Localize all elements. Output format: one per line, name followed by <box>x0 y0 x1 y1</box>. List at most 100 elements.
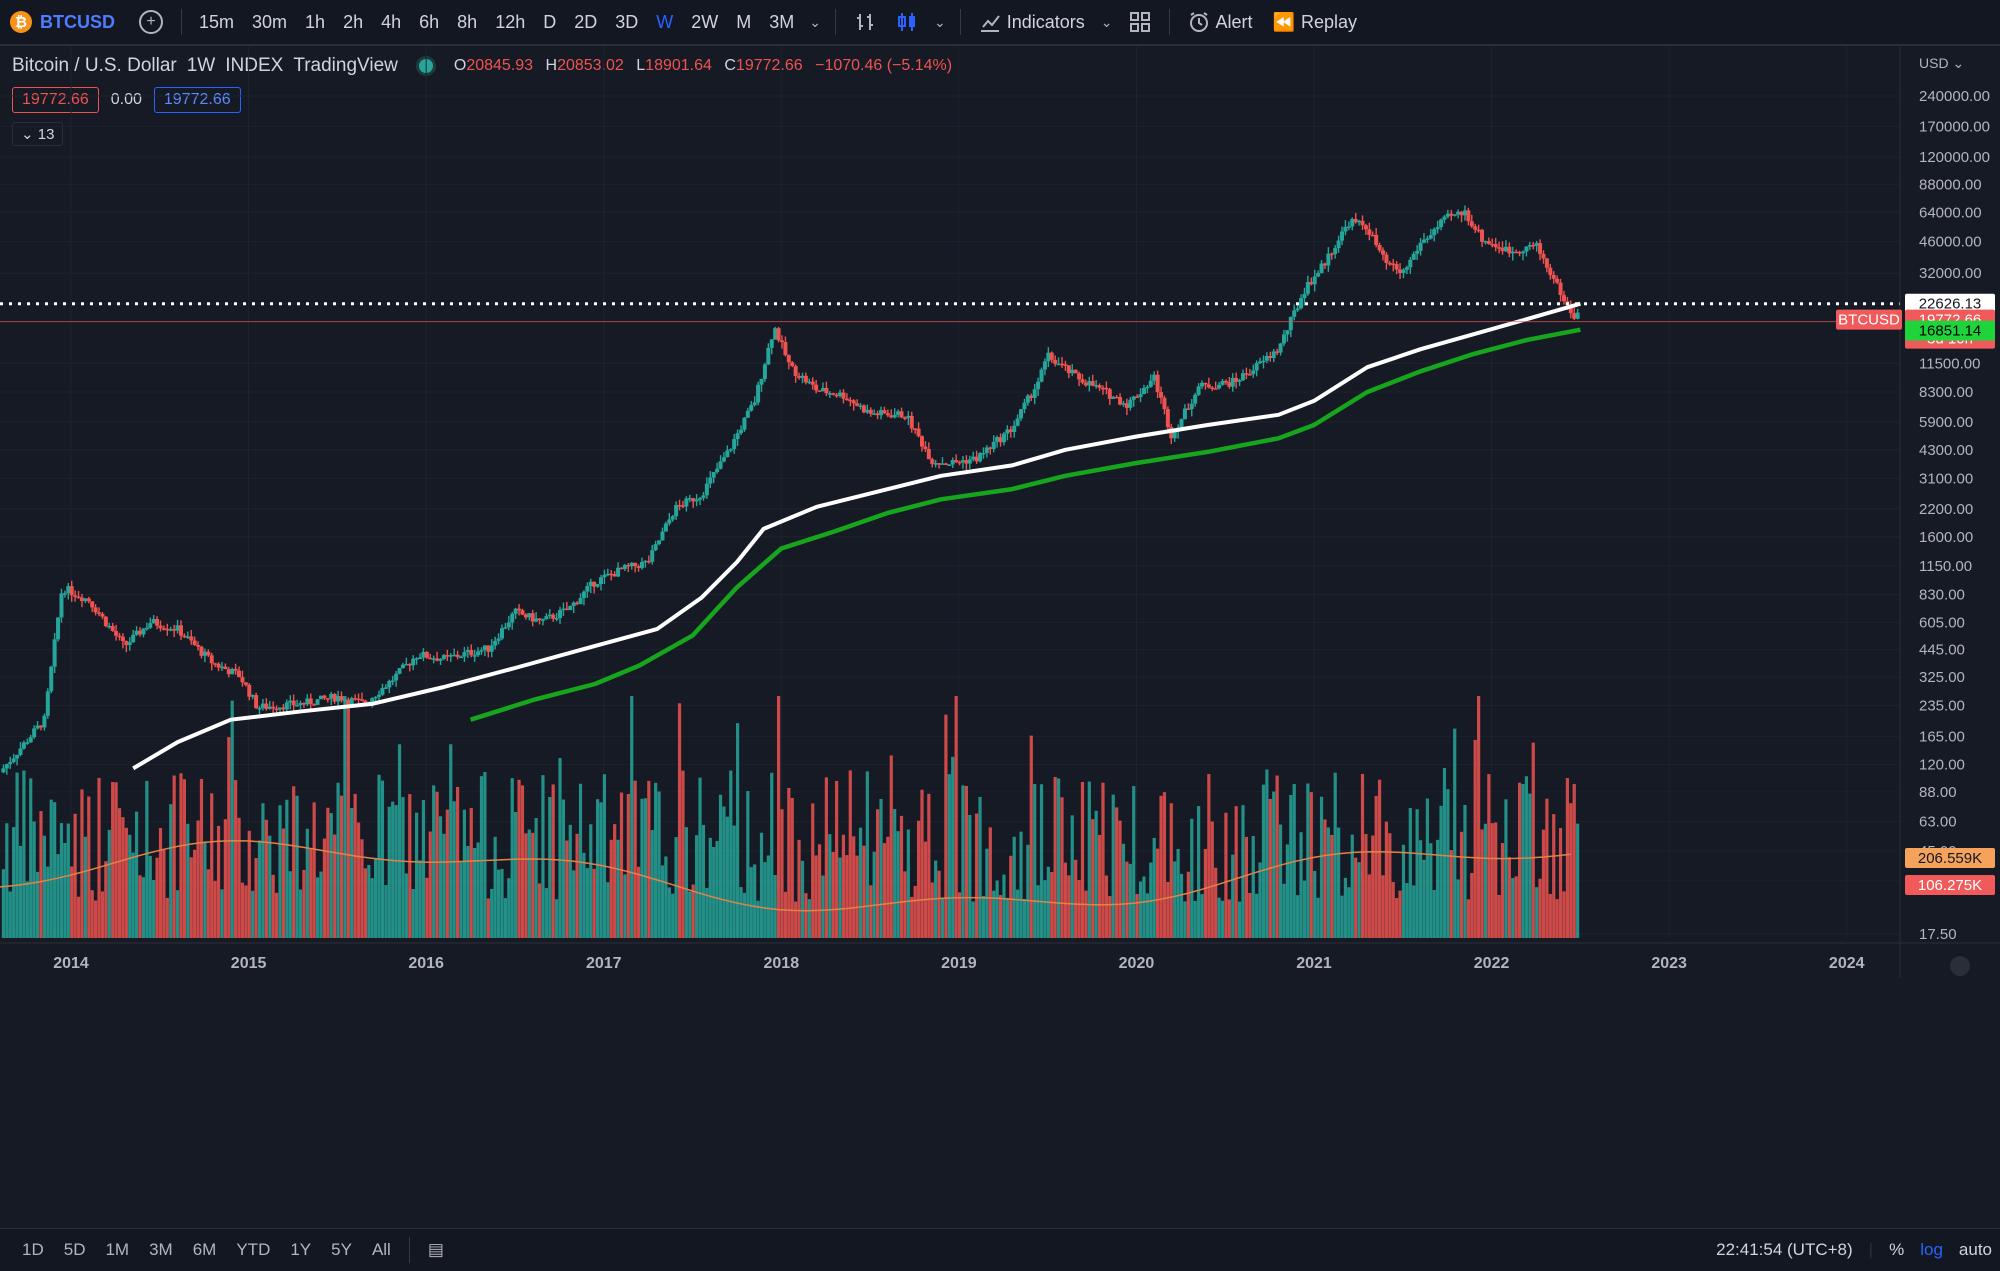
percent-toggle[interactable]: % <box>1889 1240 1905 1259</box>
range-5y[interactable]: 5Y <box>331 1240 352 1259</box>
range-1d[interactable]: 1D <box>22 1240 44 1259</box>
legend-title[interactable]: Bitcoin / U.S. Dollar <box>12 55 177 76</box>
volume-bar <box>1398 890 1402 938</box>
layout-button[interactable] <box>1119 11 1161 33</box>
interval-12h[interactable]: 12h <box>495 11 526 32</box>
chart-type-chevron-icon[interactable]: ⌄ <box>934 13 946 30</box>
volume-bar <box>1132 786 1136 938</box>
candle-body <box>28 737 33 743</box>
candle-body <box>1421 239 1426 243</box>
interval-8h[interactable]: 8h <box>457 11 478 32</box>
volume-bar <box>210 793 214 938</box>
interval-15m[interactable]: 15m <box>199 11 235 32</box>
price-chart[interactable]: USD ⌄ 240000.00 170000.00 120000.00 88000.00… <box>0 46 2000 1228</box>
candle-body <box>438 658 443 661</box>
volume-bar <box>920 789 924 938</box>
candle-body <box>1012 425 1017 432</box>
volume-bar <box>1258 862 1262 938</box>
candle-body <box>517 608 522 611</box>
volume-bar <box>415 812 419 938</box>
interval-2d[interactable]: 2D <box>574 11 598 32</box>
candles-style-button[interactable] <box>886 11 928 33</box>
interval-m[interactable]: M <box>736 11 752 32</box>
volume-bar <box>824 777 828 938</box>
green-ma-line <box>469 327 1581 722</box>
candle-body <box>547 614 552 617</box>
price-tick-label: 235.00 <box>1919 698 1965 715</box>
range-6m[interactable]: 6M <box>192 1240 217 1259</box>
interval-1h[interactable]: 1h <box>305 11 326 32</box>
volume-bar <box>1060 797 1064 938</box>
interval-3d[interactable]: 3D <box>615 11 639 32</box>
clock-time[interactable]: 22:41:54 (UTC+8) <box>1716 1240 1853 1259</box>
candle-body <box>978 453 983 462</box>
range-ytd[interactable]: YTD <box>236 1240 271 1259</box>
candle-body <box>1456 211 1461 215</box>
sell-price[interactable]: 19772.66 <box>12 87 99 113</box>
candle-body <box>1172 431 1177 439</box>
indicators-chevron-icon[interactable]: ⌄ <box>1100 13 1113 30</box>
interval-3m[interactable]: 3M <box>769 11 795 32</box>
candle-body <box>807 381 812 384</box>
volume-bar <box>1156 848 1160 938</box>
interval-6h[interactable]: 6h <box>419 11 440 32</box>
volume-bar <box>937 870 941 938</box>
log-toggle[interactable]: log <box>1920 1240 1943 1259</box>
candle-body <box>1227 382 1232 387</box>
interval-dropdown-chevron-icon[interactable]: ⌄ <box>809 13 822 30</box>
range-5d[interactable]: 5D <box>63 1240 86 1259</box>
candle-body <box>1544 258 1549 268</box>
volume-ma-label: 206.559K <box>1918 850 1982 867</box>
alert-button[interactable]: Alert <box>1178 11 1263 33</box>
range-all[interactable]: All <box>371 1240 391 1259</box>
candle-body <box>605 573 610 576</box>
candle-body <box>4 764 9 769</box>
candle-body <box>1548 267 1553 275</box>
date-range-icon[interactable]: ▤ <box>427 1240 444 1259</box>
volume-bar <box>862 845 866 938</box>
candle-body <box>407 663 412 666</box>
candle-body <box>520 610 525 615</box>
candle-body <box>568 605 573 611</box>
range-3m[interactable]: 3M <box>149 1240 173 1259</box>
symbol-search[interactable]: ₿ BTCUSD <box>0 11 129 33</box>
interval-4h[interactable]: 4h <box>381 11 402 32</box>
price-tick-label: 240000.00 <box>1919 88 1990 105</box>
replay-button[interactable]: ⏪ Replay <box>1263 12 1367 33</box>
candle-body <box>1299 298 1304 309</box>
volume-bar <box>42 835 46 938</box>
volume-bar <box>681 770 685 938</box>
buy-price[interactable]: 19772.66 <box>153 87 241 113</box>
volume-bar <box>609 839 613 938</box>
range-1m[interactable]: 1M <box>105 1240 130 1259</box>
interval-d[interactable]: D <box>543 11 557 32</box>
volume-bar <box>32 821 36 938</box>
candle-body <box>551 614 556 619</box>
candle-body <box>260 703 265 709</box>
compare-add-icon[interactable]: + <box>139 10 163 34</box>
interval-2w[interactable]: 2W <box>691 11 719 32</box>
volume-bar <box>800 860 805 938</box>
scroll-to-end-icon[interactable] <box>1950 956 1970 976</box>
candle-body <box>1329 253 1334 256</box>
range-1y[interactable]: 1Y <box>290 1240 312 1259</box>
price-tick-label: 88.00 <box>1919 784 1957 801</box>
volume-bar <box>551 784 555 938</box>
candle-body <box>1056 363 1061 366</box>
interval-w[interactable]: W <box>656 11 674 32</box>
interval-2h[interactable]: 2h <box>343 11 364 32</box>
volume-bar <box>309 848 313 938</box>
volume-bar <box>1439 805 1443 938</box>
candle-body <box>537 618 542 620</box>
legend-exchange: INDEX <box>225 55 284 76</box>
open-value: 20845.93 <box>466 57 534 74</box>
candle-body <box>377 694 382 697</box>
bar-style-icon[interactable] <box>844 11 886 33</box>
indicators-button[interactable]: Indicators <box>969 11 1095 33</box>
volume-bar <box>1364 833 1368 938</box>
indicator-collapse-toggle[interactable]: ⌄ 13 <box>12 122 64 146</box>
volume-bar <box>391 801 395 938</box>
candle-body <box>1558 282 1563 296</box>
auto-toggle[interactable]: auto <box>1958 1240 1992 1259</box>
interval-30m[interactable]: 30m <box>252 11 288 32</box>
